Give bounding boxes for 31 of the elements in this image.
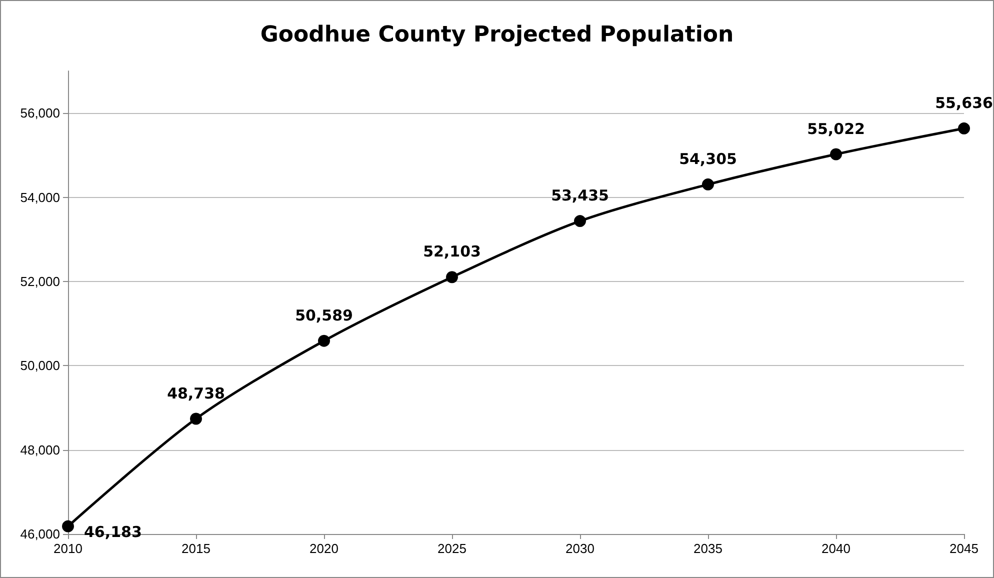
x-tick-label: 2030 — [566, 541, 594, 556]
point — [958, 122, 970, 134]
data-label: 50,589 — [295, 306, 353, 324]
point — [574, 215, 586, 228]
x-tick-label: 2010 — [54, 541, 82, 556]
data-label: 55,636 — [935, 94, 993, 112]
point — [830, 148, 842, 160]
data-label: 46,183 — [84, 522, 142, 541]
data-label: 52,103 — [423, 242, 481, 261]
x-tick-label: 2015 — [182, 541, 210, 556]
data-label: 48,738 — [167, 384, 225, 402]
data-label: 54,305 — [679, 150, 737, 168]
data-label: 53,435 — [551, 186, 609, 205]
point — [62, 520, 74, 532]
y-tick-label: 46,000 — [20, 526, 60, 542]
y-tick-label: 48,000 — [20, 442, 60, 458]
y-tick-label: 56,000 — [20, 106, 60, 121]
chart-title: Goodhue County Projected Population — [260, 22, 734, 48]
x-tick-label: 2025 — [438, 541, 466, 556]
point — [446, 271, 458, 284]
x-tick-label: 2045 — [950, 541, 978, 556]
point — [702, 178, 714, 190]
point — [190, 412, 202, 425]
x-tick-label: 2035 — [694, 541, 722, 556]
x-tick-label: 2020 — [310, 541, 338, 556]
point — [318, 334, 330, 347]
x-tick-label: 2040 — [822, 541, 850, 556]
y-tick-label: 52,000 — [20, 274, 60, 289]
y-tick-label: 54,000 — [20, 190, 60, 205]
data-label: 55,022 — [807, 120, 865, 138]
y-tick-label: 50,000 — [20, 358, 60, 374]
